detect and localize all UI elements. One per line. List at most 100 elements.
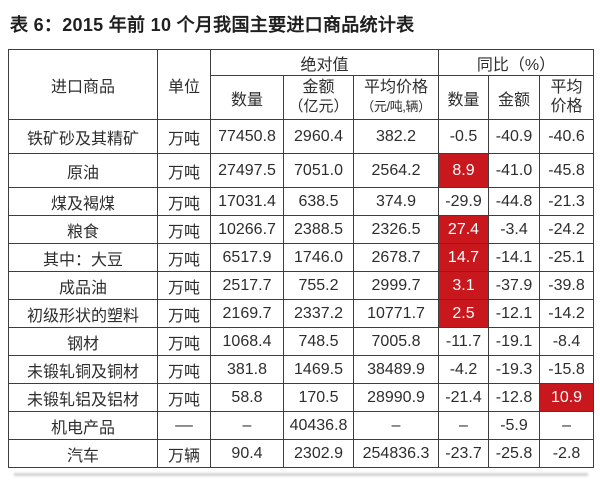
avg-price-cell: 2999.7	[353, 271, 439, 300]
unit-cell: 万吨	[157, 153, 211, 188]
page-title: 表 6：2015 年前 10 个月我国主要进口商品统计表	[10, 15, 415, 35]
amount-cell: 2960.4	[283, 119, 354, 154]
header-yoy-price: 平均 价格	[538, 75, 595, 120]
commodity-cell: 铁矿砂及其精矿	[8, 119, 158, 154]
header-abs-amount: 金额 （亿元）	[283, 75, 354, 120]
unit-cell: 万吨	[157, 187, 211, 216]
quantity-cell: 1068.4	[210, 327, 284, 356]
quantity-cell: 58.8	[210, 383, 284, 412]
header-yoy-price-line1: 平均	[550, 79, 583, 97]
yoy-amount-cell: -5.9	[488, 411, 540, 440]
yoy-amount-cell: -37.9	[488, 271, 540, 300]
yoy-quantity-cell: -4.2	[438, 355, 489, 384]
yoy-avg-price-cell: -40.6	[538, 119, 595, 154]
yoy-avg-price-cell: 10.9	[538, 383, 595, 412]
yoy-avg-price-cell: -24.2	[538, 215, 595, 244]
commodity-cell: 汽车	[8, 439, 158, 468]
avg-price-cell: 382.2	[353, 119, 439, 154]
avg-price-cell: 374.9	[353, 187, 439, 216]
unit-cell: 万吨	[157, 271, 211, 300]
yoy-quantity-cell: 27.4	[438, 215, 489, 244]
header-abs-amount-line2: （亿元）	[288, 97, 349, 115]
yoy-avg-price-cell: -21.3	[538, 187, 595, 216]
commodity-cell: 初级形状的塑料	[8, 299, 158, 328]
yoy-amount-cell: -25.8	[488, 439, 540, 468]
table-bottom-shadow	[14, 473, 588, 476]
unit-cell: ––	[157, 411, 211, 440]
table-row: 粮食 万吨 10266.7 2388.5 2326.5 27.4 -3.4 -2…	[8, 215, 595, 244]
header-abs-price: 平均价格 （元/吨,辆）	[353, 75, 439, 120]
yoy-avg-price-cell: -2.8	[538, 439, 595, 468]
avg-price-cell: 2678.7	[353, 243, 439, 272]
quantity-cell: –	[210, 411, 284, 440]
avg-price-cell: 2564.2	[353, 153, 439, 188]
amount-cell: 2302.9	[283, 439, 354, 468]
commodity-cell: 原油	[8, 153, 158, 188]
avg-price-cell: 38489.9	[353, 355, 439, 384]
table-row: 煤及褐煤 万吨 17031.4 638.5 374.9 -29.9 -44.8 …	[8, 187, 595, 216]
avg-price-cell: 2326.5	[353, 215, 439, 244]
amount-cell: 40436.8	[283, 411, 354, 440]
import-stats-table: 进口商品 单位 绝对值 同比（%） 数量 金额 （亿元） 平均价格 （元/吨,辆） …	[8, 49, 595, 468]
quantity-cell: 6517.9	[210, 243, 284, 272]
commodity-cell: 机电产品	[8, 411, 158, 440]
unit-cell: 万吨	[157, 243, 211, 272]
amount-cell: 1746.0	[283, 243, 354, 272]
yoy-avg-price-cell: -14.2	[538, 299, 595, 328]
yoy-quantity-cell: -29.9	[438, 187, 489, 216]
yoy-avg-price-cell: –	[538, 411, 595, 440]
avg-price-cell: 7005.8	[353, 327, 439, 356]
commodity-cell: 未锻轧铜及铜材	[8, 355, 158, 384]
commodity-cell: 其中：大豆	[8, 243, 158, 272]
unit-cell: 万吨	[157, 299, 211, 328]
yoy-amount-cell: -44.8	[488, 187, 540, 216]
commodity-cell: 成品油	[8, 271, 158, 300]
commodity-cell: 钢材	[8, 327, 158, 356]
yoy-amount-cell: -3.4	[488, 215, 540, 244]
header-row-groups: 进口商品 单位 绝对值 同比（%）	[8, 49, 595, 120]
quantity-cell: 2169.7	[210, 299, 284, 328]
table-row: 铁矿砂及其精矿 万吨 77450.8 2960.4 382.2 -0.5 -40…	[8, 119, 595, 154]
header-absolute-group: 绝对值	[210, 49, 439, 76]
amount-cell: 2337.2	[283, 299, 354, 328]
yoy-quantity-cell: 3.1	[438, 271, 489, 300]
yoy-amount-cell: -40.9	[488, 119, 540, 154]
unit-cell: 万辆	[157, 439, 211, 468]
yoy-amount-cell: -19.3	[488, 355, 540, 384]
yoy-avg-price-cell: -8.4	[538, 327, 595, 356]
quantity-cell: 27497.5	[210, 153, 284, 188]
header-yoy-quantity: 数量	[438, 75, 489, 120]
yoy-quantity-cell: -21.4	[438, 383, 489, 412]
quantity-cell: 17031.4	[210, 187, 284, 216]
avg-price-cell: –	[353, 411, 439, 440]
quantity-cell: 381.8	[210, 355, 284, 384]
unit-cell: 万吨	[157, 327, 211, 356]
table-row: 未锻轧铜及铜材 万吨 381.8 1469.5 38489.9 -4.2 -19…	[8, 355, 595, 384]
unit-cell: 万吨	[157, 383, 211, 412]
header-abs-quantity: 数量	[210, 75, 284, 120]
header-abs-price-line2: （元/吨,辆）	[361, 98, 431, 114]
unit-cell: 万吨	[157, 215, 211, 244]
quantity-cell: 2517.7	[210, 271, 284, 300]
yoy-amount-cell: -14.1	[488, 243, 540, 272]
table-row: 其中：大豆 万吨 6517.9 1746.0 2678.7 14.7 -14.1…	[8, 243, 595, 272]
quantity-cell: 10266.7	[210, 215, 284, 244]
yoy-avg-price-cell: -39.8	[538, 271, 595, 300]
table-row: 原油 万吨 27497.5 7051.0 2564.2 8.9 -41.0 -4…	[8, 153, 595, 188]
unit-cell: 万吨	[157, 355, 211, 384]
avg-price-cell: 254836.3	[353, 439, 439, 468]
table-row: 汽车 万辆 90.4 2302.9 254836.3 -23.7 -25.8 -…	[8, 439, 595, 468]
yoy-quantity-cell: 14.7	[438, 243, 489, 272]
quantity-cell: 77450.8	[210, 119, 284, 154]
amount-cell: 748.5	[283, 327, 354, 356]
header-yoy-price-line2: 价格	[550, 97, 583, 115]
avg-price-cell: 28990.9	[353, 383, 439, 412]
header-unit: 单位	[157, 49, 211, 120]
yoy-quantity-cell: 8.9	[438, 153, 489, 188]
yoy-amount-cell: -41.0	[488, 153, 540, 188]
yoy-avg-price-cell: -25.1	[538, 243, 595, 272]
commodity-cell: 煤及褐煤	[8, 187, 158, 216]
yoy-amount-cell: -19.1	[488, 327, 540, 356]
yoy-quantity-cell: -23.7	[438, 439, 489, 468]
amount-cell: 7051.0	[283, 153, 354, 188]
